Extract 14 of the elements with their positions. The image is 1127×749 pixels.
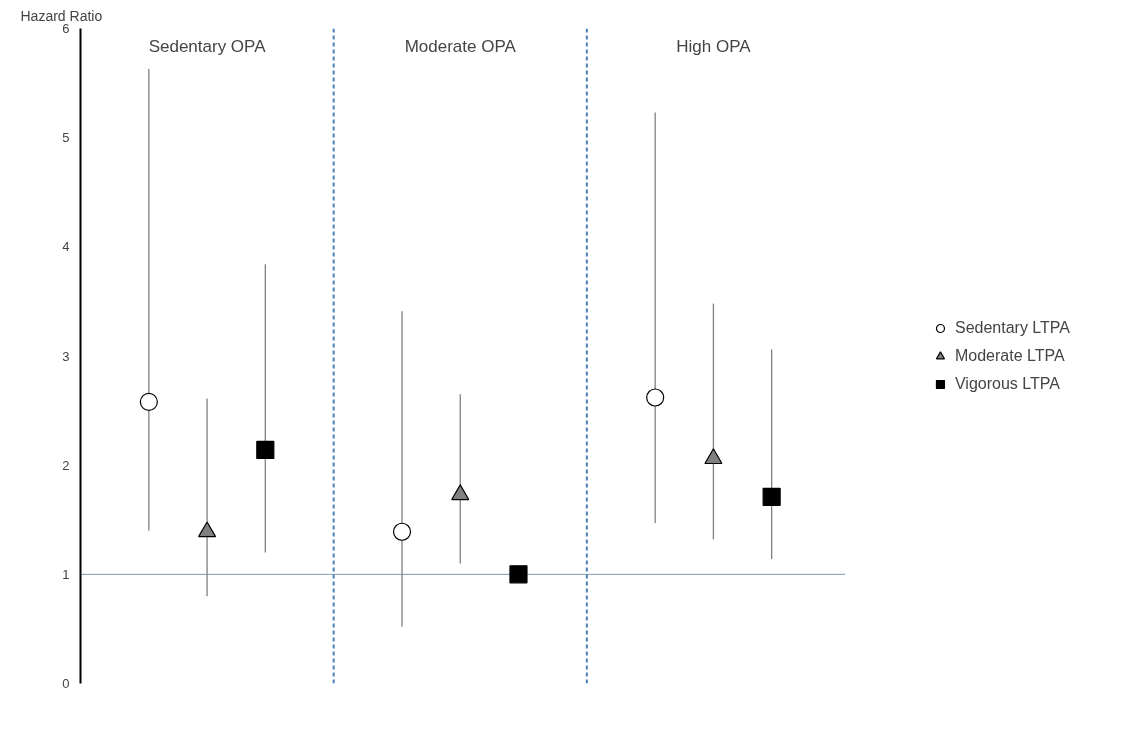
legend-label: Moderate LTPA	[954, 346, 1065, 365]
legend-label: Vigorous LTPA	[954, 374, 1060, 393]
y-tick-label: 5	[62, 130, 70, 146]
y-tick-label: 2	[62, 457, 70, 473]
y-axis-title: Hazard Ratio	[20, 7, 103, 24]
y-tick-label: 3	[62, 348, 70, 364]
x-tick-label: High OPA	[676, 36, 752, 56]
y-tick-label: 0	[62, 676, 70, 691]
x-tick-label: Moderate OPA	[404, 36, 517, 56]
y-tick-label: 1	[62, 566, 70, 582]
y-tick-label: 6	[62, 21, 70, 36]
x-tick-label: Sedentary OPA	[148, 36, 267, 56]
y-tick-label: 4	[62, 239, 70, 255]
legend-label: Sedentary LTPA	[954, 318, 1070, 337]
